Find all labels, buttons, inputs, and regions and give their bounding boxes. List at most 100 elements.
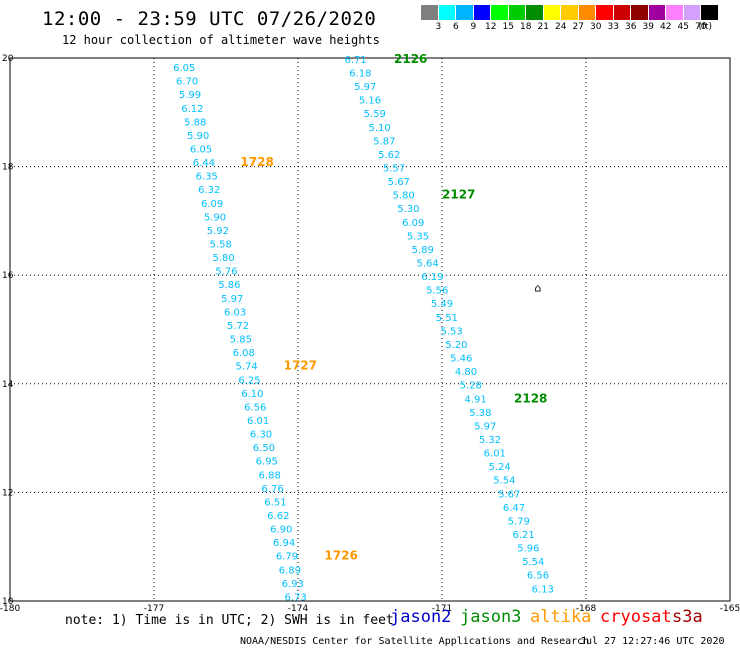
wave-height-value: 5.54 (522, 557, 544, 568)
wave-height-value: 6.01 (247, 416, 269, 427)
wave-height-value: 5.76 (215, 267, 237, 278)
wave-height-value: 6.12 (181, 104, 203, 115)
satellite-jason2: jason2 (390, 607, 452, 627)
wave-height-value: 5.32 (479, 435, 501, 446)
wave-height-value: 6.18 (349, 68, 371, 79)
wave-height-value: 5.72 (227, 321, 249, 332)
timestamp-text: Jul 27 12:27:46 UTC 2020 (580, 636, 725, 647)
legend-swatch (666, 5, 684, 20)
wave-height-value: 4.91 (464, 394, 486, 405)
wave-height-value: 5.53 (440, 326, 462, 337)
island-icon: ⌂ (535, 281, 542, 294)
satellite-s3a: s3a (672, 607, 703, 627)
wave-height-value: 5.38 (469, 408, 491, 419)
wave-height-value: 5.80 (392, 191, 414, 202)
wave-height-value: 5.67 (388, 177, 410, 188)
wave-height-value: 6.56 (527, 571, 549, 582)
wave-height-value: 6.90 (270, 525, 292, 536)
wave-height-value: 5.35 (407, 231, 429, 242)
wave-height-value: 6.93 (282, 579, 304, 590)
wave-height-value: 6.76 (261, 484, 283, 495)
track-time-label: 1727 (284, 359, 317, 373)
legend-label: 21 (537, 22, 549, 32)
wave-height-value: 5.90 (187, 131, 209, 142)
wave-height-value: 6.09 (402, 218, 424, 229)
satellite-cryosat: cryosat (600, 607, 672, 627)
color-legend-labels: 3 6 9 12 15 18 21 24 27 30 33 36 39 42 45 70 (ft) (421, 22, 740, 34)
legend-swatch (438, 5, 456, 20)
map-frame (9, 57, 731, 602)
wave-height-value: 6.50 (253, 443, 275, 454)
wave-height-value: 6.08 (233, 348, 255, 359)
legend-swatch (491, 5, 509, 20)
wave-height-value: 5.51 (436, 313, 458, 324)
wave-height-value: 5.20 (445, 340, 467, 351)
wave-height-value: 5.89 (412, 245, 434, 256)
lat-tick-label: 14 (2, 380, 14, 390)
legend-label: 3 (435, 22, 442, 32)
color-legend (421, 5, 719, 20)
track-time-label: 2126 (394, 52, 427, 66)
wave-height-value: 5.49 (431, 299, 453, 310)
wave-height-value: 6.30 (250, 430, 272, 441)
wave-height-value: 5.24 (488, 462, 510, 473)
wave-height-value: 5.97 (221, 294, 243, 305)
legend-label: 6 (453, 22, 459, 32)
wave-height-value: 6.09 (201, 199, 223, 210)
lon-tick-label: -171 (432, 604, 452, 614)
wave-height-value: 6.03 (224, 307, 246, 318)
wave-height-value: 5.88 (184, 117, 206, 128)
page-title: 12:00 - 23:59 UTC 07/26/2020 (42, 8, 377, 30)
track-time-label: 2127 (442, 188, 475, 202)
legend-swatch (648, 5, 666, 20)
wave-height-value: 5.10 (368, 123, 390, 134)
wave-height-value: 5.96 (517, 544, 539, 555)
wave-height-value: 6.70 (176, 77, 198, 88)
wave-height-value: 5.99 (179, 90, 201, 101)
legend-label: 24 (555, 22, 567, 32)
wave-height-value: 5.74 (236, 362, 258, 373)
legend-swatch (543, 5, 561, 20)
lat-tick-label: 10 (2, 597, 14, 607)
legend-label: 33 (607, 22, 619, 32)
satellite-altika: altika (530, 607, 592, 627)
legend-label: 39 (642, 22, 654, 32)
wave-height-value: 6.13 (532, 584, 554, 595)
lon-tick-label: -168 (576, 604, 597, 614)
legend-label: 15 (502, 22, 514, 32)
legend-swatch (631, 5, 649, 20)
wave-height-value: 5.30 (397, 204, 419, 215)
wave-height-value: 5.46 (450, 354, 472, 365)
track-time-label: 1726 (324, 549, 357, 563)
credit-text: NOAA/NESDIS Center for Satellite Applica… (240, 636, 590, 647)
wave-height-value: 6.05 (190, 144, 212, 155)
legend-swatch (613, 5, 631, 20)
wave-height-value: 6.51 (264, 497, 286, 508)
legend-label: 30 (590, 22, 602, 32)
wave-height-value: 5.86 (218, 280, 240, 291)
footer-note: note: 1) Time is in UTC; 2) SWH is in fe… (65, 613, 394, 628)
legend-swatch (456, 5, 474, 20)
wave-height-value: 6.62 (267, 511, 289, 522)
wave-height-value: 4.80 (455, 367, 477, 378)
legend-label: 27 (572, 22, 584, 32)
wave-height-value: 5.58 (210, 240, 232, 251)
wave-height-value: 6.21 (512, 530, 534, 541)
lon-tick-label: -174 (288, 604, 309, 614)
legend-swatch (561, 5, 579, 20)
wave-height-value: 5.62 (378, 150, 400, 161)
wave-height-value: 5.28 (460, 381, 482, 392)
wave-height-value: 6.32 (198, 185, 220, 196)
legend-swatch (421, 5, 439, 20)
wave-height-value: 6.79 (276, 552, 298, 563)
wave-height-value: 6.47 (503, 503, 525, 514)
legend-swatch (508, 5, 526, 20)
lon-tick-label: -165 (720, 604, 740, 614)
wave-height-value: 5.97 (474, 421, 496, 432)
wave-height-value: 5.64 (416, 259, 438, 270)
wave-height-value: 6.25 (238, 375, 260, 386)
wave-height-value: 6.01 (484, 449, 506, 460)
wave-height-value: 5.80 (212, 253, 234, 264)
legend-label: 18 (520, 22, 532, 32)
